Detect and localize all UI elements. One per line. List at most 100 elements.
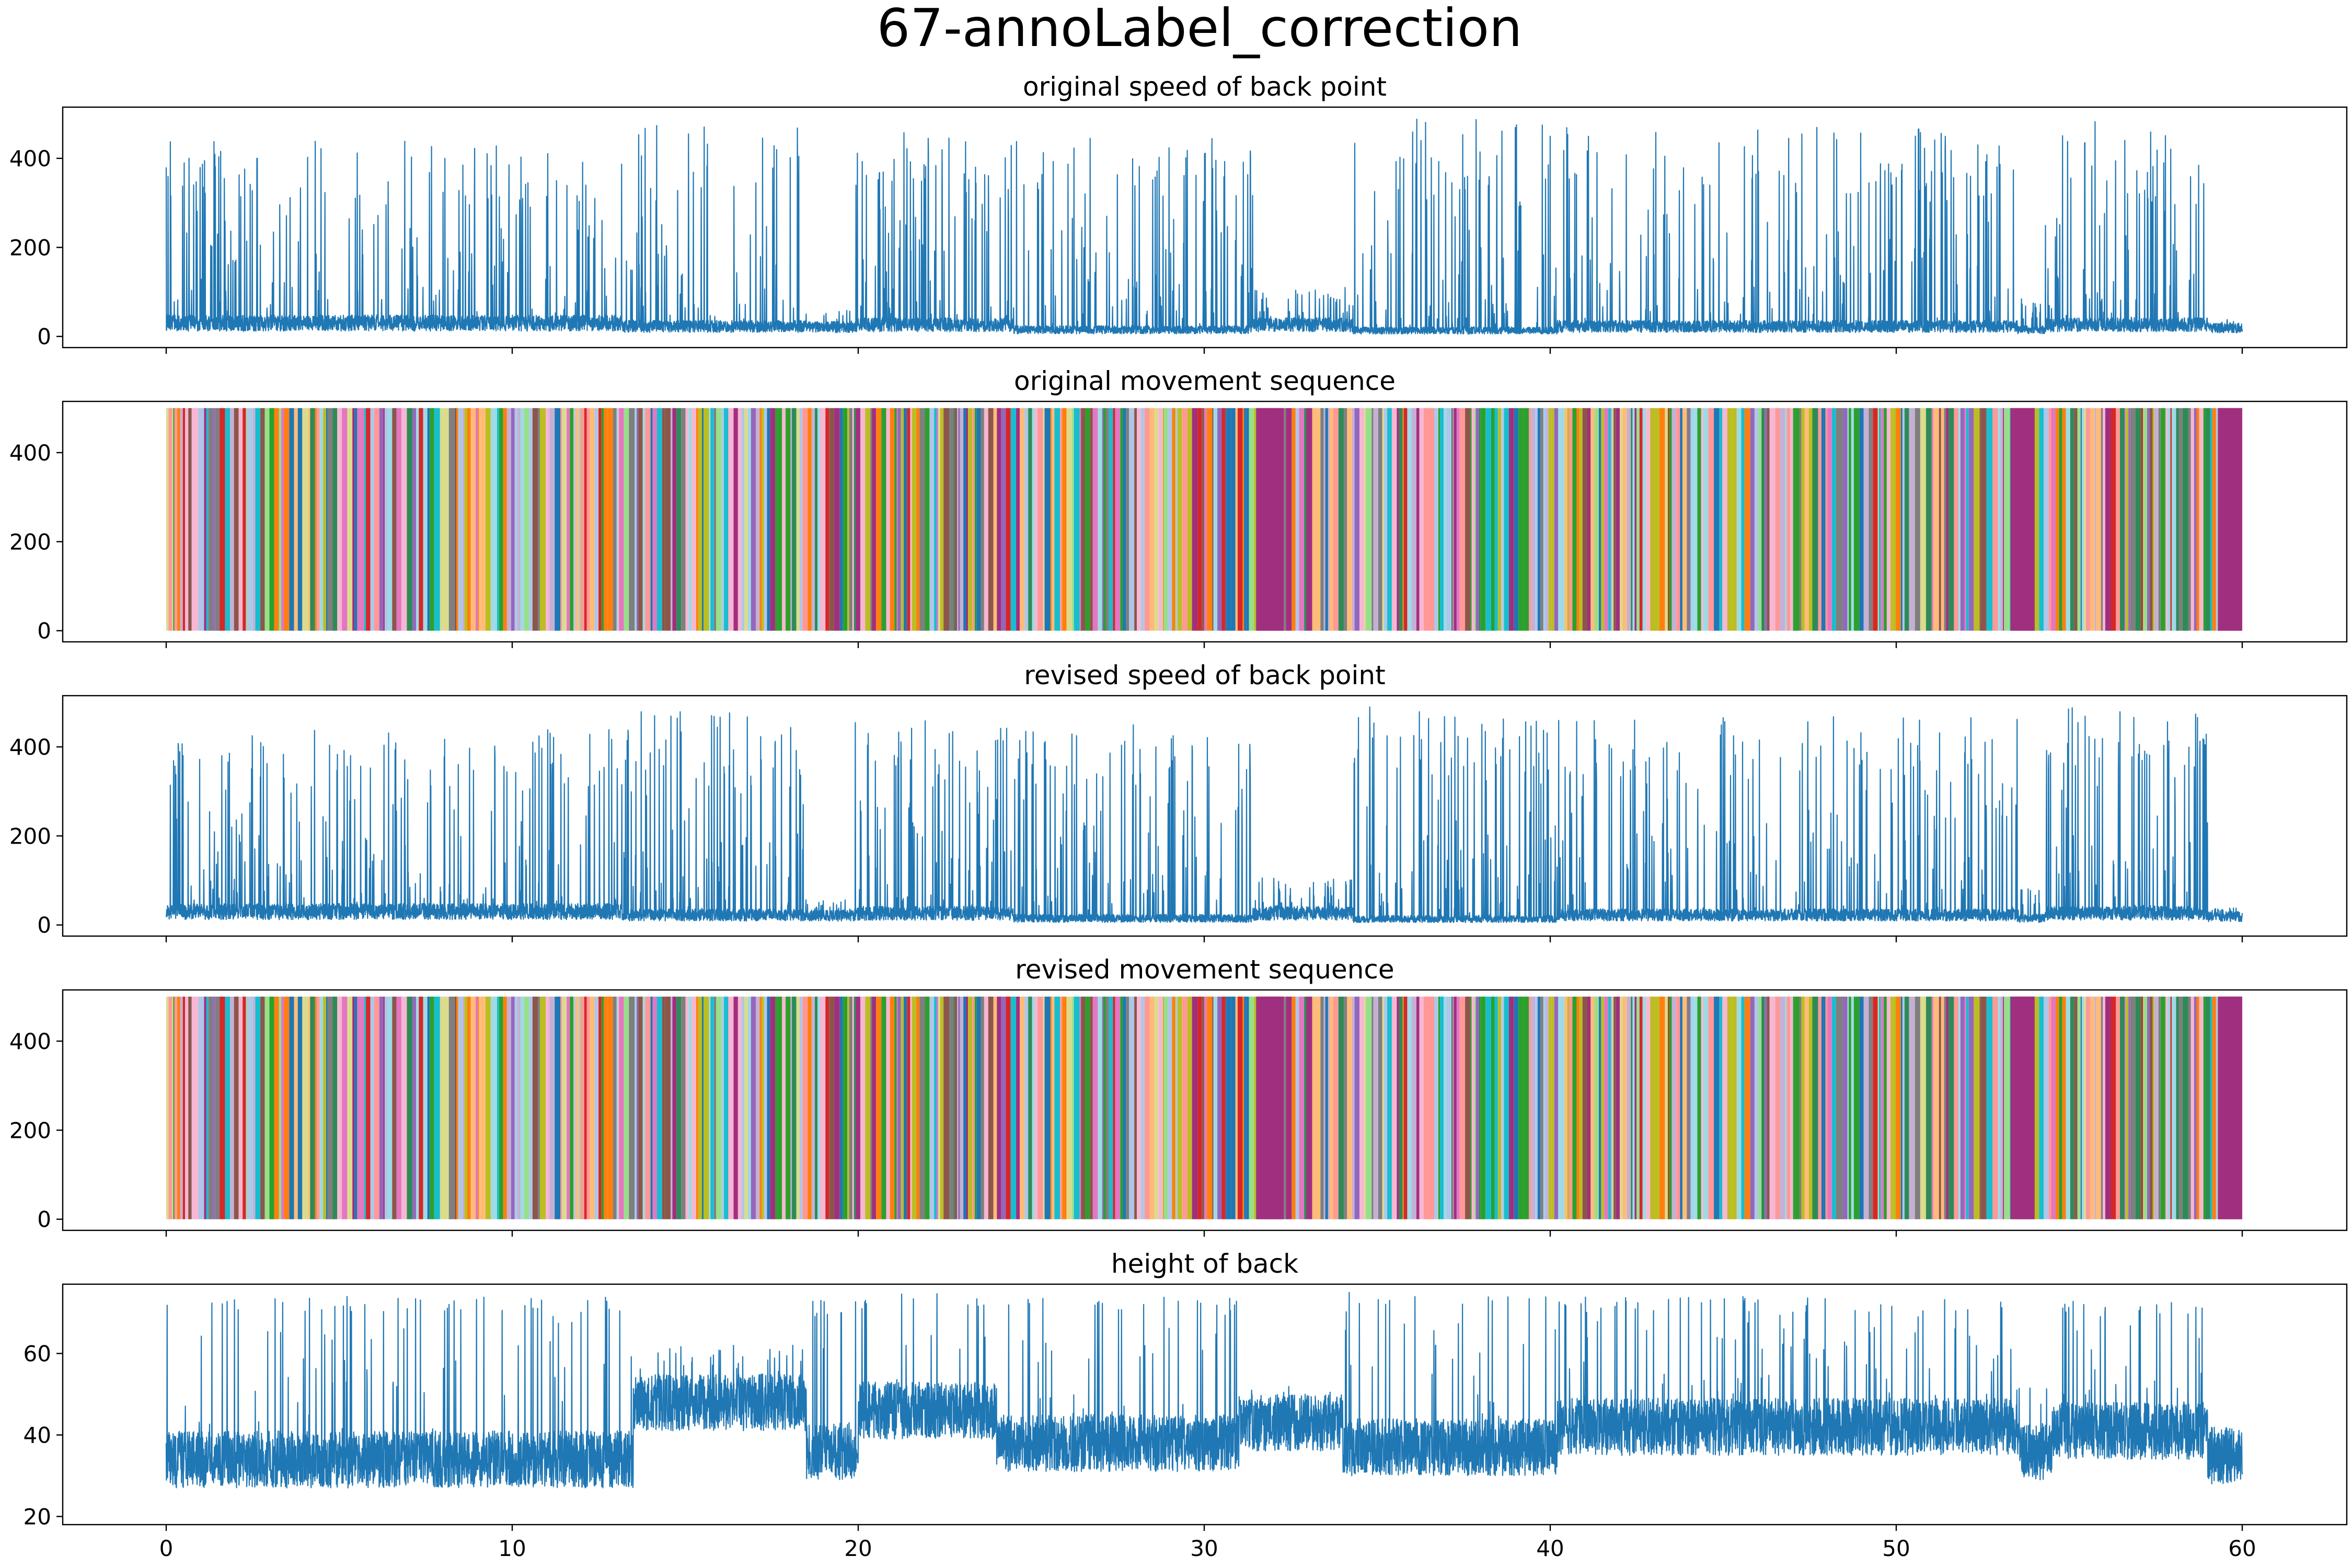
movement-segment (342, 996, 348, 1219)
movement-block (2010, 408, 2035, 631)
movement-segment (511, 408, 515, 631)
movement-segment (724, 996, 729, 1219)
movement-segment (1567, 408, 1569, 631)
movement-segment (1140, 408, 1145, 631)
movement-segment (1744, 996, 1750, 1219)
movement-segment (1175, 408, 1177, 631)
movement-segment (225, 996, 230, 1219)
movement-segment (2074, 408, 2078, 631)
movement-segment (1404, 408, 1408, 631)
movement-segment (1669, 996, 1672, 1219)
movement-segment (696, 996, 698, 1219)
movement-segment (1668, 408, 1669, 631)
movement-segment (897, 996, 901, 1219)
movement-segment (865, 408, 871, 631)
movement-segment (1832, 408, 1836, 631)
movement-segment (638, 408, 643, 631)
movement-segment (396, 408, 401, 631)
movement-segment (2172, 996, 2176, 1219)
movement-segment (756, 996, 760, 1219)
movement-segment (1115, 408, 1121, 631)
movement-segment (586, 996, 590, 1219)
movement-segment (1998, 408, 2001, 631)
movement-segment (1172, 408, 1175, 631)
movement-segment (549, 996, 555, 1219)
movement-segment (1594, 408, 1599, 631)
movement-segment (1825, 408, 1828, 631)
movement-segment (2167, 408, 2171, 631)
movement-segment (2048, 996, 2051, 1219)
movement-segment (1535, 408, 1538, 631)
movement-segment (1164, 408, 1168, 631)
movement-segment (416, 408, 419, 631)
movement-segment (532, 996, 538, 1219)
movement-segment (1397, 408, 1399, 631)
movement-segment (2084, 408, 2086, 631)
movement-segment (808, 408, 812, 631)
movement-segment (476, 996, 478, 1219)
movement-segment (2136, 996, 2141, 1219)
movement-segment (2120, 996, 2125, 1219)
movement-segment (1352, 996, 1355, 1219)
movement-segment (1676, 996, 1680, 1219)
movement-segment (1066, 408, 1073, 631)
movement-segment (949, 996, 954, 1219)
movement-segment (937, 996, 939, 1219)
movement-segment (1567, 996, 1569, 1219)
movement-segment (802, 996, 808, 1219)
movement-segment (1785, 408, 1787, 631)
y-tick-label: 400 (9, 146, 51, 171)
movement-segment (524, 996, 529, 1219)
movement-segment (364, 996, 366, 1219)
movement-segment (1808, 996, 1813, 1219)
movement-segment (555, 996, 561, 1219)
movement-segment (619, 996, 624, 1219)
movement-segment (594, 996, 597, 1219)
movement-segment (567, 408, 570, 631)
movement-segment (1419, 996, 1424, 1219)
movement-segment (716, 996, 722, 1219)
movement-segment (326, 408, 328, 631)
movement-segment (1330, 996, 1333, 1219)
movement-segment (737, 996, 742, 1219)
movement-segment (2105, 996, 2111, 1219)
movement-segment (315, 996, 317, 1219)
movement-segment (1761, 408, 1765, 631)
movement-segment (213, 996, 215, 1219)
movement-segment (385, 408, 388, 631)
movement-segment (2143, 408, 2146, 631)
movement-segment (1722, 408, 1724, 631)
movement-segment (1909, 408, 1915, 631)
movement-segment (981, 996, 984, 1219)
movement-segment (1123, 996, 1126, 1219)
movement-segment (1373, 996, 1378, 1219)
movement-segment (597, 408, 599, 631)
movement-segment (188, 408, 192, 631)
movement-segment (759, 408, 762, 631)
movement-segment (1407, 996, 1412, 1219)
series-line (165, 1292, 2243, 1489)
movement-segment (2086, 408, 2091, 631)
movement-segment (520, 996, 524, 1219)
movement-segment (953, 996, 955, 1219)
movement-segment (1804, 408, 1809, 631)
movement-segment (480, 408, 486, 631)
movement-segment (1235, 996, 1238, 1219)
movement-segment (308, 996, 310, 1219)
movement-segment (1847, 408, 1849, 631)
movement-segment (347, 408, 349, 631)
y-tick-label: 60 (24, 1341, 51, 1367)
movement-segment (829, 996, 835, 1219)
movement-segment (1206, 408, 1213, 631)
movement-segment (2194, 996, 2197, 1219)
movement-segment (1877, 996, 1879, 1219)
movement-segment (652, 408, 657, 631)
movement-segment (834, 996, 840, 1219)
movement-segment (1920, 408, 1926, 631)
movement-segment (656, 408, 662, 631)
movement-segment (2196, 408, 2199, 631)
movement-segment (458, 408, 463, 631)
movement-segment (1627, 996, 1631, 1219)
movement-segment (1653, 408, 1655, 631)
